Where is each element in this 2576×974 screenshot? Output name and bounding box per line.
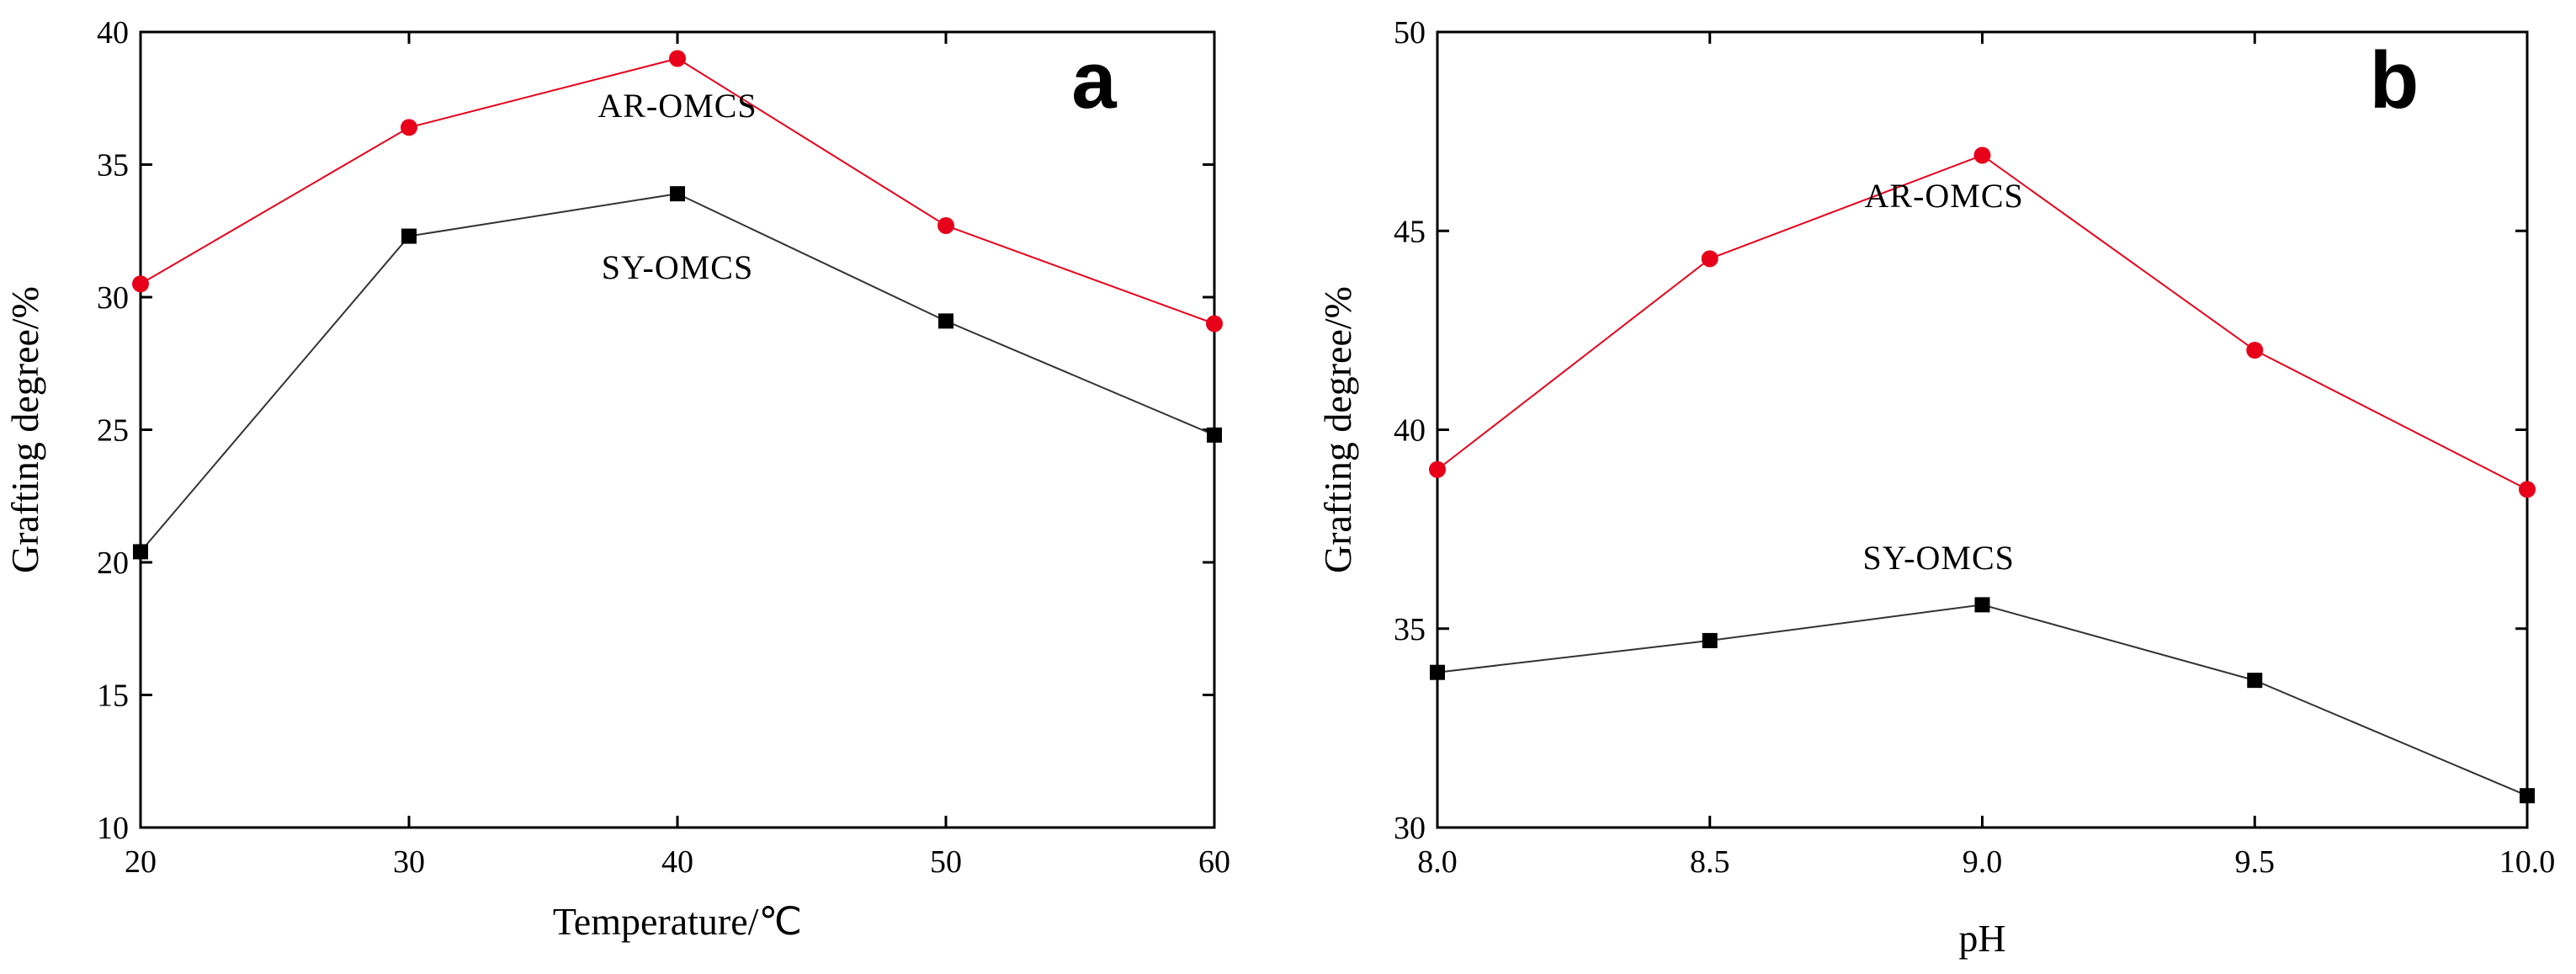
y-tick-label: 40 (97, 15, 129, 51)
series-ar-omcs: AR-OMCS (132, 50, 1223, 333)
data-point (1206, 315, 1223, 333)
data-point (1973, 146, 1991, 164)
x-tick-label: 8.5 (1690, 844, 1730, 880)
panel-label: b (2370, 35, 2419, 125)
y-tick-label: 35 (97, 148, 129, 184)
plot-frame (139, 30, 1216, 829)
series-label: SY-OMCS (602, 248, 753, 286)
x-tick-label: 30 (393, 844, 425, 880)
data-point (2520, 788, 2535, 804)
series-sy-omcs: SY-OMCS (1430, 539, 2535, 804)
x-tick-label: 8.0 (1417, 844, 1458, 880)
x-tick-label: 50 (930, 844, 962, 880)
data-point (133, 544, 148, 560)
x-tick-label: 9.0 (1963, 844, 2003, 880)
x-tick-label: 10.0 (2499, 844, 2556, 880)
data-point (132, 275, 149, 293)
y-tick-label: 40 (1394, 413, 1426, 449)
series-ar-omcs: AR-OMCS (1429, 146, 2536, 498)
series-sy-omcs: SY-OMCS (133, 186, 1222, 560)
series-line (140, 193, 1215, 553)
data-point (401, 119, 417, 136)
y-tick-label: 15 (97, 679, 129, 714)
y-tick-label: 50 (1394, 15, 1426, 51)
x-axis-label: pH (1958, 917, 2005, 960)
data-point (401, 228, 417, 244)
chart-panel-b: 8.0 8.5 9.0 9.5 10.0 30 35 40 45 50 pH Grafting deg… (1316, 15, 2555, 960)
series-label: AR-OMCS (1865, 177, 2024, 215)
data-point (1702, 632, 1718, 648)
y-tick-label: 30 (97, 280, 129, 316)
data-point (2246, 342, 2264, 359)
y-axis-label: Grafting degree/% (3, 286, 46, 573)
y-tick-label: 45 (1394, 214, 1426, 249)
series-label: AR-OMCS (598, 87, 757, 125)
x-tick-label: 9.5 (2235, 844, 2276, 880)
series-line (1437, 604, 2528, 797)
panel-label: a (1071, 35, 1117, 125)
x-axis-label: Temperature/℃ (553, 900, 802, 943)
data-point (1974, 597, 1990, 613)
data-point (1429, 460, 1446, 478)
y-axis-label: Grafting degree/% (1316, 286, 1359, 573)
data-point (1701, 250, 1718, 268)
x-tick-label: 60 (1198, 844, 1230, 880)
data-point (2519, 481, 2536, 498)
data-point (938, 313, 953, 329)
x-tick-label: 40 (661, 844, 693, 880)
chart-panel-a: 20 30 40 50 60 10 15 20 25 30 35 40 Temperature/℃ Gra… (3, 15, 1230, 943)
series-label: SY-OMCS (1862, 539, 2014, 577)
y-tick-label: 20 (97, 546, 129, 581)
y-tick-label: 25 (97, 413, 129, 449)
data-point (670, 186, 685, 202)
data-point (2247, 673, 2263, 689)
y-tick-label: 35 (1394, 612, 1426, 647)
y-tick-label: 30 (1394, 811, 1426, 846)
data-point (669, 50, 686, 67)
x-tick-label: 20 (125, 844, 157, 880)
data-point (937, 216, 954, 234)
data-point (1430, 664, 1445, 680)
data-point (1207, 427, 1222, 443)
y-tick-label: 10 (97, 811, 129, 846)
